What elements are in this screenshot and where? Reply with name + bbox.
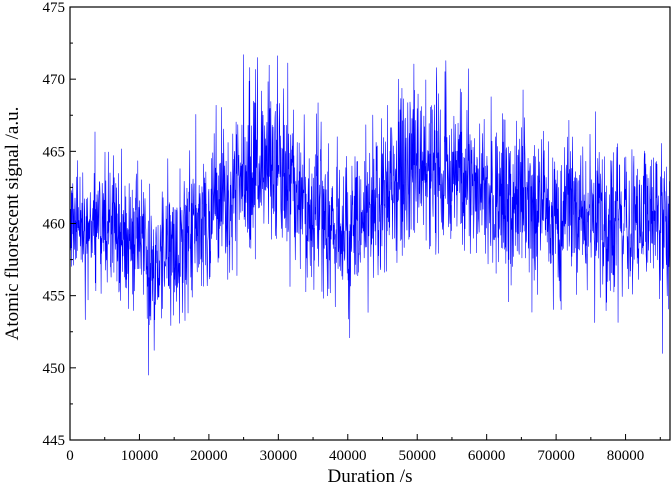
x-tick-label: 60000 — [468, 448, 506, 464]
x-tick-label: 30000 — [260, 448, 298, 464]
x-axis-ticks: 0 10000 20000 30000 40000 50000 60000 70000 8000… — [66, 434, 661, 464]
y-tick-label: 455 — [43, 289, 66, 305]
y-tick-label: 460 — [43, 217, 66, 233]
y-tick-label: 465 — [43, 144, 66, 160]
y-axis-label: Atomic fluorescent signal /a.u. — [2, 107, 23, 341]
x-tick-label: 50000 — [398, 448, 436, 464]
series-line — [70, 54, 670, 376]
x-tick-label: 70000 — [537, 448, 575, 464]
y-axis-ticks: 445 450 455 460 465 470 475 — [43, 0, 76, 449]
y-tick-label: 475 — [43, 0, 66, 16]
y-tick-label: 450 — [43, 361, 66, 377]
y-tick-label: 470 — [43, 72, 66, 88]
x-tick-label: 10000 — [121, 448, 159, 464]
y-tick-label: 445 — [43, 433, 66, 449]
x-tick-label: 40000 — [329, 448, 367, 464]
x-tick-label: 0 — [66, 448, 74, 464]
x-tick-label: 20000 — [190, 448, 228, 464]
x-axis-label: Duration /s — [328, 466, 413, 487]
x-tick-label: 80000 — [607, 448, 645, 464]
